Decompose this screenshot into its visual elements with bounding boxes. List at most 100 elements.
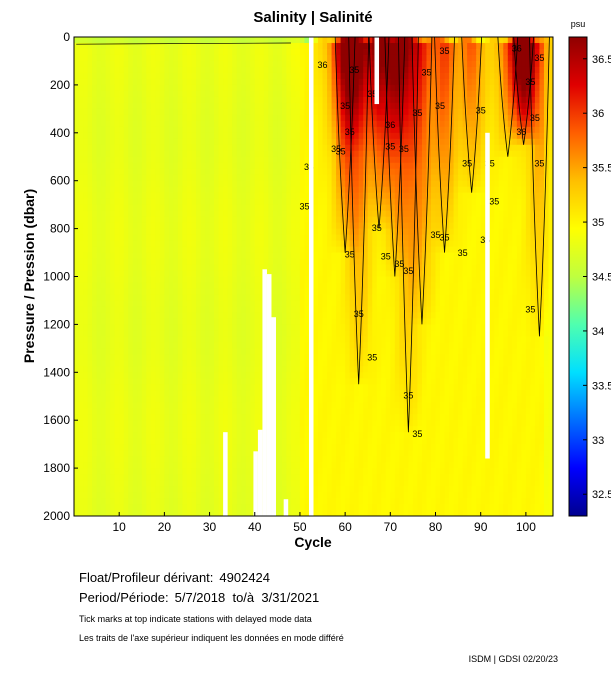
- field-cell: [227, 444, 233, 451]
- field-cell: [119, 54, 125, 62]
- field-cell: [182, 258, 188, 266]
- field-cell: [299, 402, 306, 409]
- field-cell: [232, 144, 238, 152]
- field-cell: [259, 294, 265, 302]
- field-cell: [277, 426, 283, 433]
- field-cell: [290, 138, 297, 146]
- field-cell: [200, 324, 206, 331]
- field-cell: [345, 408, 351, 415]
- field-cell: [250, 78, 256, 86]
- field-cell: [159, 468, 165, 475]
- field-cell: [123, 132, 129, 140]
- field-cell: [74, 60, 80, 68]
- field-cell: [191, 174, 197, 182]
- field-cell: [286, 378, 292, 385]
- field-cell: [110, 180, 116, 188]
- field-cell: [290, 96, 297, 104]
- field-cell: [218, 240, 224, 248]
- field-cell: [173, 414, 179, 421]
- field-cell: [101, 366, 107, 373]
- field-cell: [74, 408, 80, 415]
- field-cell: [74, 390, 80, 397]
- field-cell: [96, 108, 102, 116]
- field-cell: [241, 390, 247, 397]
- field-cell: [290, 180, 297, 188]
- field-cell: [132, 402, 138, 409]
- field-cell: [101, 108, 107, 116]
- field-cell: [191, 498, 197, 505]
- field-cell: [286, 72, 292, 80]
- field-cell: [354, 54, 360, 62]
- field-cell: [241, 60, 247, 68]
- field-cell: [322, 294, 328, 302]
- field-cell: [331, 162, 337, 170]
- field-cell: [318, 420, 324, 427]
- field-cell: [164, 240, 170, 248]
- field-cell: [349, 78, 355, 86]
- field-cell: [245, 258, 251, 266]
- field-cell: [290, 498, 297, 505]
- field-cell: [74, 378, 80, 385]
- field-cell: [340, 162, 346, 170]
- field-cell: [245, 216, 251, 224]
- field-cell: [331, 456, 337, 463]
- field-cell: [313, 228, 319, 236]
- field-cell: [304, 306, 310, 314]
- field-cell: [150, 180, 156, 188]
- field-cell: [336, 312, 342, 320]
- field-cell: [268, 270, 274, 278]
- field-cell: [132, 366, 138, 373]
- field-cell: [173, 234, 179, 242]
- field-cell: [78, 216, 84, 224]
- field-cell: [96, 198, 102, 206]
- field-cell: [132, 282, 138, 290]
- field-cell: [87, 342, 93, 349]
- field-cell: [318, 222, 324, 230]
- field-cell: [83, 270, 89, 278]
- field-cell: [74, 72, 80, 80]
- field-cell: [96, 444, 102, 451]
- field-cell: [87, 402, 93, 409]
- field-cell: [128, 222, 134, 230]
- field-cell: [114, 234, 120, 242]
- field-cell: [263, 60, 269, 68]
- field-cell: [186, 162, 193, 170]
- field-cell: [74, 426, 80, 433]
- field-cell: [345, 66, 351, 74]
- field-cell: [200, 150, 206, 158]
- field-cell: [119, 480, 125, 487]
- field-cell: [132, 372, 138, 379]
- field-cell: [110, 336, 116, 343]
- field-cell: [313, 450, 319, 457]
- field-cell: [354, 192, 360, 200]
- field-cell: [340, 252, 346, 260]
- field-cell: [214, 252, 220, 260]
- field-cell: [119, 60, 125, 68]
- field-cell: [173, 300, 179, 308]
- field-cell: [123, 282, 129, 290]
- field-cell: [137, 396, 143, 403]
- field-cell: [241, 348, 247, 355]
- field-cell: [290, 204, 297, 212]
- field-cell: [263, 102, 269, 110]
- field-cell: [354, 126, 360, 134]
- field-cell: [331, 492, 337, 499]
- field-cell: [200, 468, 206, 475]
- field-cell: [250, 474, 256, 481]
- field-cell: [92, 126, 98, 134]
- field-cell: [286, 180, 292, 188]
- field-cell: [205, 396, 211, 403]
- field-cell: [168, 42, 175, 50]
- field-cell: [299, 486, 306, 493]
- field-cell: [83, 126, 89, 134]
- field-cell: [137, 288, 143, 296]
- field-cell: [78, 360, 84, 367]
- field-cell: [87, 318, 93, 325]
- field-cell: [186, 132, 193, 140]
- field-cell: [313, 198, 319, 206]
- field-cell: [87, 360, 93, 367]
- field-cell: [182, 498, 188, 505]
- field-cell: [286, 300, 292, 308]
- field-cell: [205, 258, 211, 266]
- field-cell: [336, 510, 342, 516]
